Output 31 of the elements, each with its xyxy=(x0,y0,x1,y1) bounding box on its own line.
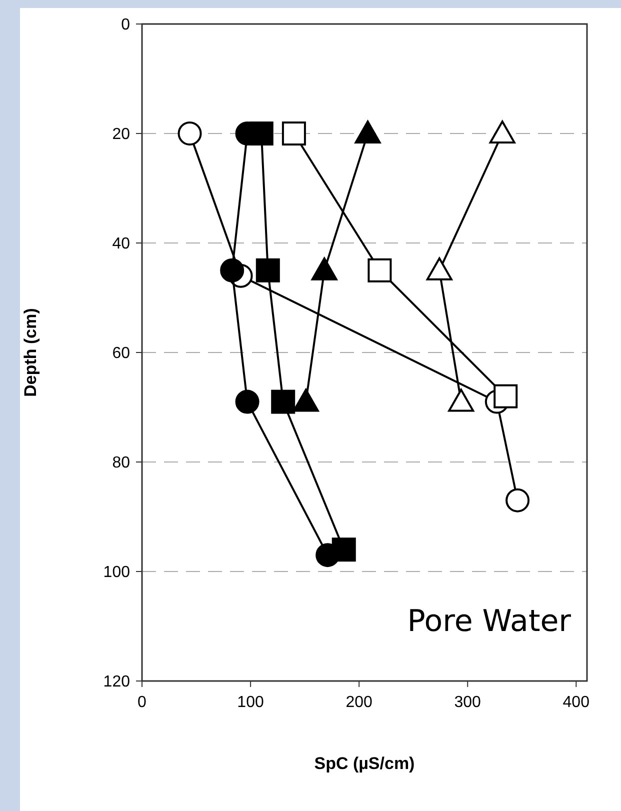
point xyxy=(506,488,530,512)
point xyxy=(489,120,516,144)
x-tick-label: 400 xyxy=(562,694,590,711)
point xyxy=(426,257,452,280)
point xyxy=(256,258,280,282)
point xyxy=(332,538,356,562)
y-tick-label: 100 xyxy=(103,564,130,582)
x-tick-label: 200 xyxy=(346,694,373,711)
y-tick-label: 80 xyxy=(112,454,130,472)
point xyxy=(271,390,296,414)
y-tick-label: 120 xyxy=(103,674,130,691)
point xyxy=(311,257,338,280)
point xyxy=(220,258,244,282)
point xyxy=(178,122,202,146)
point xyxy=(368,258,392,282)
annotation: Pore Water xyxy=(407,604,572,639)
x-tick-label: 100 xyxy=(237,694,264,711)
y-tick-label: 60 xyxy=(112,345,130,362)
y-tick-label: 0 xyxy=(121,16,130,34)
point xyxy=(282,122,306,146)
x-axis-title: SpC (µS/cm) xyxy=(314,754,415,773)
point xyxy=(249,122,274,146)
y-tick-label: 20 xyxy=(112,126,130,144)
x-tick-label: 300 xyxy=(454,694,482,711)
point xyxy=(235,390,260,414)
y-tick-label: 40 xyxy=(112,236,130,253)
x-tick-label: 0 xyxy=(138,694,147,711)
point xyxy=(448,388,474,412)
y-axis-title: Depth (cm) xyxy=(21,308,40,397)
point xyxy=(354,120,381,144)
point xyxy=(494,384,518,408)
